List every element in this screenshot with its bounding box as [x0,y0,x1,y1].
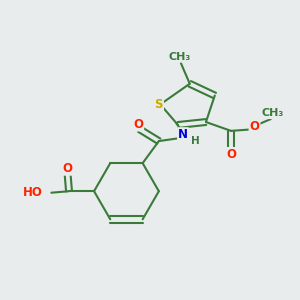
Text: O: O [226,148,236,161]
Text: S: S [154,98,163,111]
Text: O: O [133,118,143,130]
Text: N: N [178,128,188,141]
Text: CH₃: CH₃ [168,52,190,62]
Text: CH₃: CH₃ [261,108,283,118]
Text: O: O [250,120,260,133]
Text: H: H [191,136,200,146]
Text: HO: HO [23,186,43,199]
Text: O: O [63,162,73,175]
